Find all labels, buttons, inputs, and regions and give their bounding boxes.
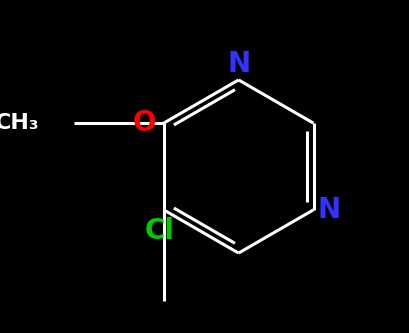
Text: Cl: Cl (144, 217, 174, 245)
Text: N: N (317, 196, 341, 224)
Text: CH₃: CH₃ (0, 113, 39, 133)
Text: N: N (227, 50, 250, 78)
Text: O: O (133, 109, 156, 137)
